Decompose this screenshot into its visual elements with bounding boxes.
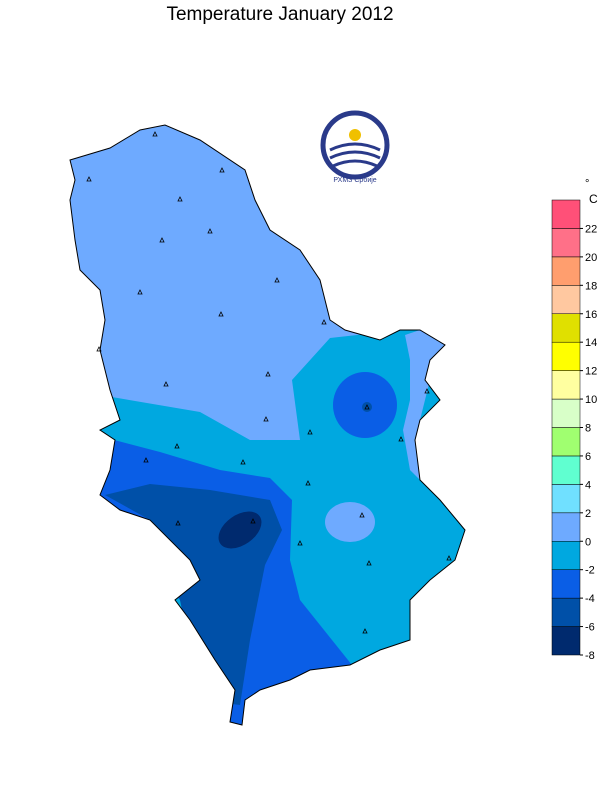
legend-tick-label: 6 xyxy=(585,451,591,463)
legend-tick-label: 8 xyxy=(585,423,591,435)
legend-swatch xyxy=(551,370,581,400)
legend-tick-label: 18 xyxy=(585,280,597,292)
legend-swatch xyxy=(551,313,581,343)
legend-swatch xyxy=(551,569,581,599)
legend-swatch xyxy=(551,541,581,570)
legend-swatch xyxy=(551,228,581,258)
legend-swatch xyxy=(551,427,581,457)
legend-swatch xyxy=(551,256,581,286)
logo: РХМЗ Србије xyxy=(320,110,390,184)
legend-swatch xyxy=(551,512,581,542)
legend-tick-label: 4 xyxy=(585,479,591,491)
legend-tick-label: 22 xyxy=(585,223,597,235)
legend-tick-label: -2 xyxy=(585,565,595,577)
unit-letter: C xyxy=(589,192,598,206)
legend-swatch xyxy=(551,199,581,229)
legend-swatch xyxy=(551,597,581,627)
legend-swatch xyxy=(551,341,581,371)
legend-swatch xyxy=(551,455,581,485)
legend-tick-label: -8 xyxy=(585,650,595,662)
legend-swatch xyxy=(551,484,581,514)
legend-tick-label: 2 xyxy=(585,508,591,520)
legend-tick-label: -4 xyxy=(585,593,595,605)
legend-tick-label: 12 xyxy=(585,366,597,378)
legend-tick-label: 0 xyxy=(585,536,591,548)
unit-symbol: ° xyxy=(585,178,589,190)
title: Temperature January 2012 xyxy=(166,4,393,25)
legend-swatch xyxy=(551,398,581,428)
logo-text: РХМЗ Србије xyxy=(333,176,376,184)
legend-tick-label: 20 xyxy=(585,252,597,264)
legend-tick-label: 16 xyxy=(585,309,597,321)
legend: ° C -8 -6 -4 -2 0 2 4 6 8 10 12 14 16 18 20 22 xyxy=(551,178,598,662)
legend-tick-label: -6 xyxy=(585,622,595,634)
legend-swatch xyxy=(551,626,581,656)
legend-tick-label: 10 xyxy=(585,394,597,406)
temperature-map xyxy=(70,125,465,725)
stations xyxy=(86,131,452,634)
legend-tick-label: 14 xyxy=(585,337,597,349)
legend-swatch xyxy=(551,285,581,314)
